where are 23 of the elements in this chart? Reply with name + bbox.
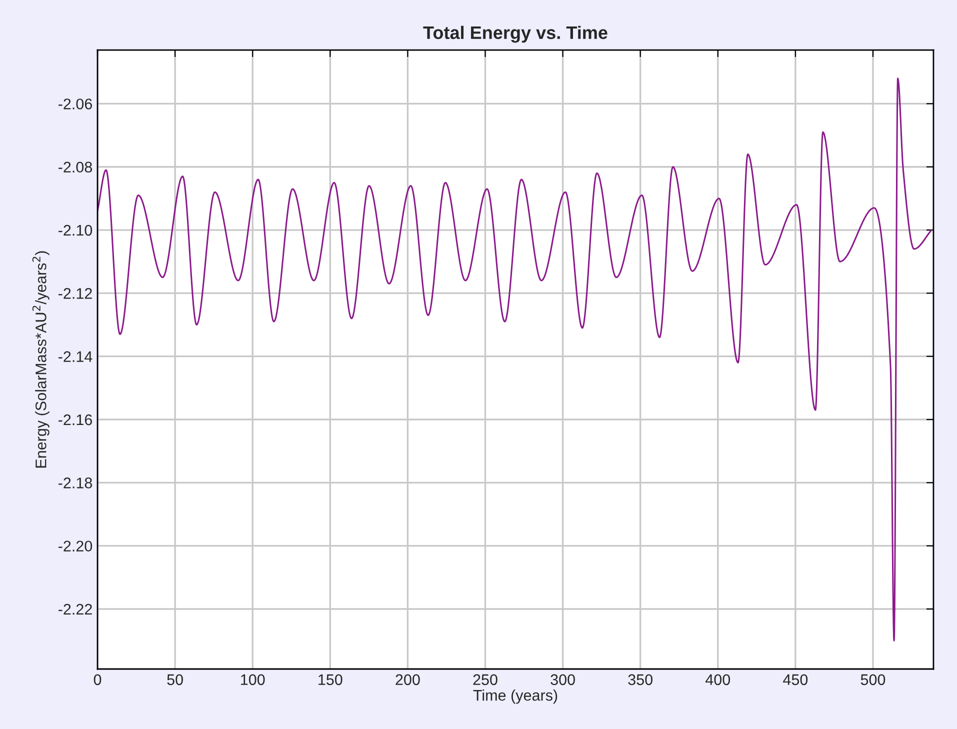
chart-title: Total Energy vs. Time <box>423 26 608 43</box>
y-tick-label: -2.14 <box>58 351 92 362</box>
y-tick-label: -2.06 <box>58 98 92 110</box>
x-tick-label: 500 <box>860 674 886 686</box>
y-axis-title: Energy (SolarMass*AU$^{2}$/years$^{2}$) <box>32 251 50 468</box>
x-tick-label: 400 <box>705 674 730 686</box>
y-tick-label: -2.22 <box>58 604 92 615</box>
x-tick-label: 450 <box>783 674 808 686</box>
y-tick-label: -2.18 <box>58 478 92 488</box>
x-tick-label: 100 <box>241 674 265 686</box>
x-tick-label: 200 <box>396 674 420 686</box>
y-tick-label: -2.10 <box>58 224 92 236</box>
y-tick-label: -2.16 <box>58 414 92 426</box>
y-tick-label: -2.08 <box>58 162 92 173</box>
x-axis-title: Time (years) <box>473 689 558 704</box>
x-tick-label: 300 <box>550 674 575 686</box>
x-tick-label: 150 <box>318 674 342 686</box>
y-tick-label: -2.20 <box>58 540 92 552</box>
x-tick-label: 50 <box>167 674 183 686</box>
y-tick-label: -2.12 <box>58 288 92 299</box>
x-tick-label: 350 <box>628 674 652 686</box>
x-tick-label: 250 <box>473 674 498 686</box>
x-tick-label: 0 <box>94 674 102 686</box>
